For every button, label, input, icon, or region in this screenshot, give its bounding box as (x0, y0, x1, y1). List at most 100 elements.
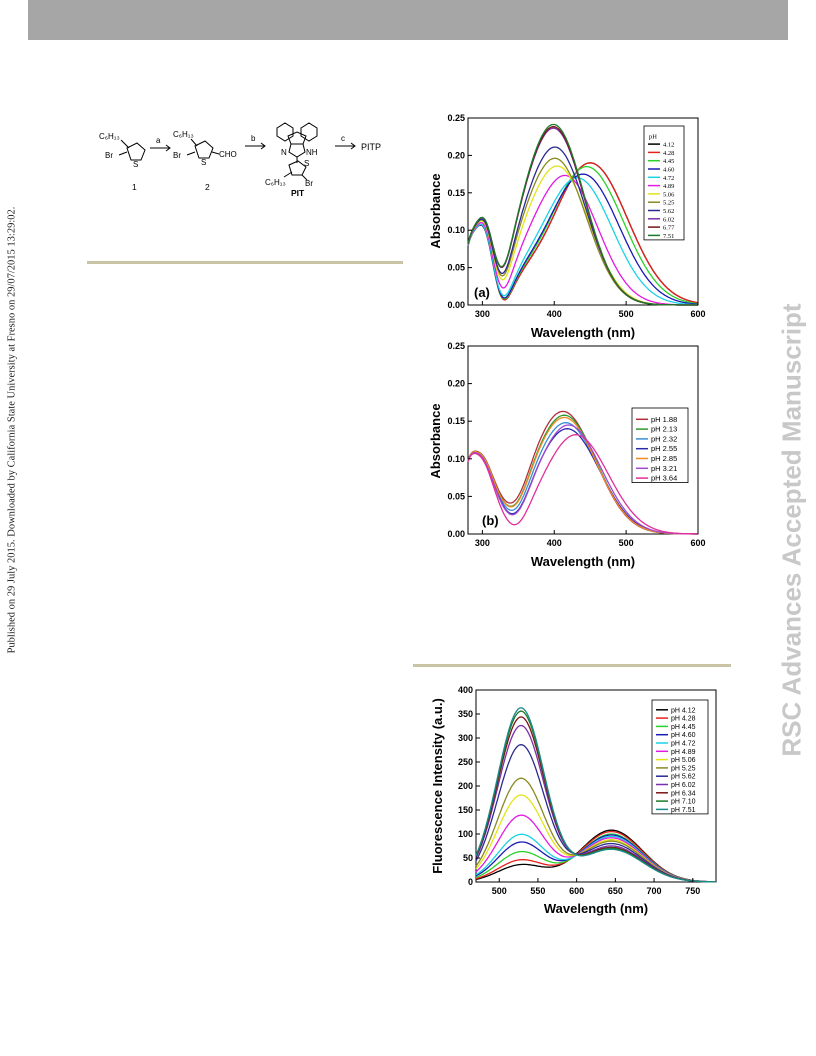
absorbance-chart-b: 300 400 500 600 0.00 0.05 0.10 0.15 0.20 0.25 (b)… (428, 341, 706, 569)
legend-entry: pH 4.12 (671, 707, 696, 714)
legend-entry: 6.77 (663, 225, 675, 232)
y-tick-label: 350 (458, 709, 473, 719)
legend-entry: 5.62 (663, 208, 674, 215)
x-tick-label: 500 (619, 538, 634, 548)
y-axis-label: Fluorescence Intensity (a.u.) (430, 698, 445, 874)
y-tick-label: 0.00 (447, 300, 465, 310)
arrow-a-label: a (156, 136, 161, 145)
x-tick-label: 550 (530, 886, 545, 896)
y-tick-label: 0.15 (447, 416, 465, 426)
y-tick-label: 100 (458, 829, 473, 839)
pit-imidazole (288, 143, 306, 158)
thiophene-ring-1 (126, 142, 146, 161)
journal-watermark: RSC Advances Accepted Manuscript (772, 245, 812, 815)
legend-box (651, 699, 709, 815)
legend-entry: 7.51 (663, 233, 674, 240)
legend-title: pH (649, 133, 657, 140)
legend-entry: pH 4.72 (671, 741, 696, 748)
legend-entry: 4.12 (663, 142, 674, 149)
section-rule-right (413, 664, 731, 667)
arrow-c-label: c (341, 134, 345, 143)
x-tick-label: 400 (547, 538, 562, 548)
panel-label-a: (a) (474, 285, 490, 300)
pit-thiophene (288, 160, 307, 176)
series-line (475, 707, 716, 883)
compound1-bromine: Br (105, 151, 113, 160)
series-line (467, 177, 699, 306)
compound2-label: 2 (205, 182, 210, 192)
x-tick-label: 750 (685, 886, 700, 896)
y-tick-label: 200 (458, 781, 473, 791)
y-tick-label: 0.20 (447, 150, 465, 160)
legend-entry: pH 5.62 (671, 774, 696, 781)
legend-entry: pH 7.10 (671, 799, 696, 806)
legend-entry: pH 2.32 (651, 434, 677, 443)
y-tick-label: 150 (458, 805, 473, 815)
legend-entry: 5.25 (663, 200, 674, 207)
series-line (467, 173, 699, 305)
legend-entry: 4.72 (663, 175, 674, 182)
x-tick-label: 600 (690, 309, 705, 319)
y-tick-label: 0.25 (447, 113, 465, 123)
section-rule-left (87, 261, 403, 264)
x-tick-label: 300 (475, 538, 490, 548)
legend-entry: pH 4.60 (671, 732, 696, 739)
legend-entry: 4.89 (663, 183, 674, 190)
legend-entry: 4.60 (663, 167, 674, 174)
pit-nitrogen: N (281, 148, 287, 157)
compound2-substituent: C₆H₁₃ (173, 130, 194, 139)
pit-ring-left (276, 122, 294, 142)
legend-box (643, 125, 685, 241)
series-line (467, 424, 698, 535)
legend-entry: pH 4.45 (671, 724, 696, 731)
arrow-b-label: b (251, 134, 256, 143)
download-notice: Published on 29 July 2015. Downloaded by… (4, 207, 20, 654)
synthesis-scheme: C₆H₁₃ Br S 1 a C₆H₁₃ Br S CHO 2 b N NH S… (99, 122, 381, 198)
y-tick-label: 300 (458, 733, 473, 743)
y-tick-label: 0.05 (447, 491, 465, 501)
header-bar (28, 0, 788, 40)
y-tick-label: 0.20 (447, 379, 465, 389)
legend-entry: 5.06 (663, 191, 675, 198)
pit-substituent: C₆H₁₃ (265, 178, 286, 187)
y-tick-label: 50 (463, 853, 473, 863)
y-axis-label: Absorbance (428, 173, 443, 248)
compound2-sulfur: S (201, 158, 206, 167)
absorbance-chart-a: 300 400 500 600 0.00 0.05 0.10 0.15 0.20 0.25 (a)… (428, 113, 706, 340)
y-tick-label: 400 (458, 685, 473, 695)
y-tick-label: 0.10 (447, 225, 465, 235)
compound1-substituent: C₆H₁₃ (99, 132, 120, 141)
x-axis-label: Wavelength (nm) (544, 901, 648, 916)
legend-entry: pH 6.02 (671, 782, 696, 789)
legend-entry: pH 3.64 (651, 474, 677, 483)
legend-entry: pH 2.55 (651, 444, 677, 453)
download-notice-text: Published on 29 July 2015. Downloaded by… (6, 206, 18, 654)
pit-label: PIT (291, 188, 305, 198)
legend-entry: pH 5.06 (671, 757, 696, 764)
x-tick-label: 600 (569, 886, 584, 896)
y-tick-label: 0.10 (447, 454, 465, 464)
x-tick-label: 500 (619, 309, 634, 319)
legend-entry: pH 1.88 (651, 415, 677, 424)
thiophene-ring-2 (194, 140, 214, 159)
x-tick-label: 650 (608, 886, 623, 896)
product-label: PITP (361, 142, 381, 152)
y-tick-label: 250 (458, 757, 473, 767)
legend-entry: 4.45 (663, 158, 674, 165)
legend-entry: pH 3.21 (651, 464, 677, 473)
journal-watermark-text: RSC Advances Accepted Manuscript (776, 303, 807, 757)
series-line (467, 434, 698, 535)
pit-bromine: Br (305, 179, 313, 188)
x-axis-label: Wavelength (nm) (531, 325, 635, 340)
x-tick-label: 300 (475, 309, 490, 319)
series-line (467, 123, 698, 306)
legend-entry: pH 4.28 (671, 716, 696, 723)
y-axis-label: Absorbance (428, 403, 443, 478)
legend-entry: pH 6.34 (671, 790, 696, 797)
panel-label-b: (b) (482, 513, 499, 528)
legend-entry: pH 4.89 (671, 749, 696, 756)
compound1-label: 1 (132, 182, 137, 192)
legend-entry: pH 2.13 (651, 425, 677, 434)
y-tick-label: 0.05 (447, 263, 465, 273)
x-axis-label: Wavelength (nm) (531, 554, 635, 569)
